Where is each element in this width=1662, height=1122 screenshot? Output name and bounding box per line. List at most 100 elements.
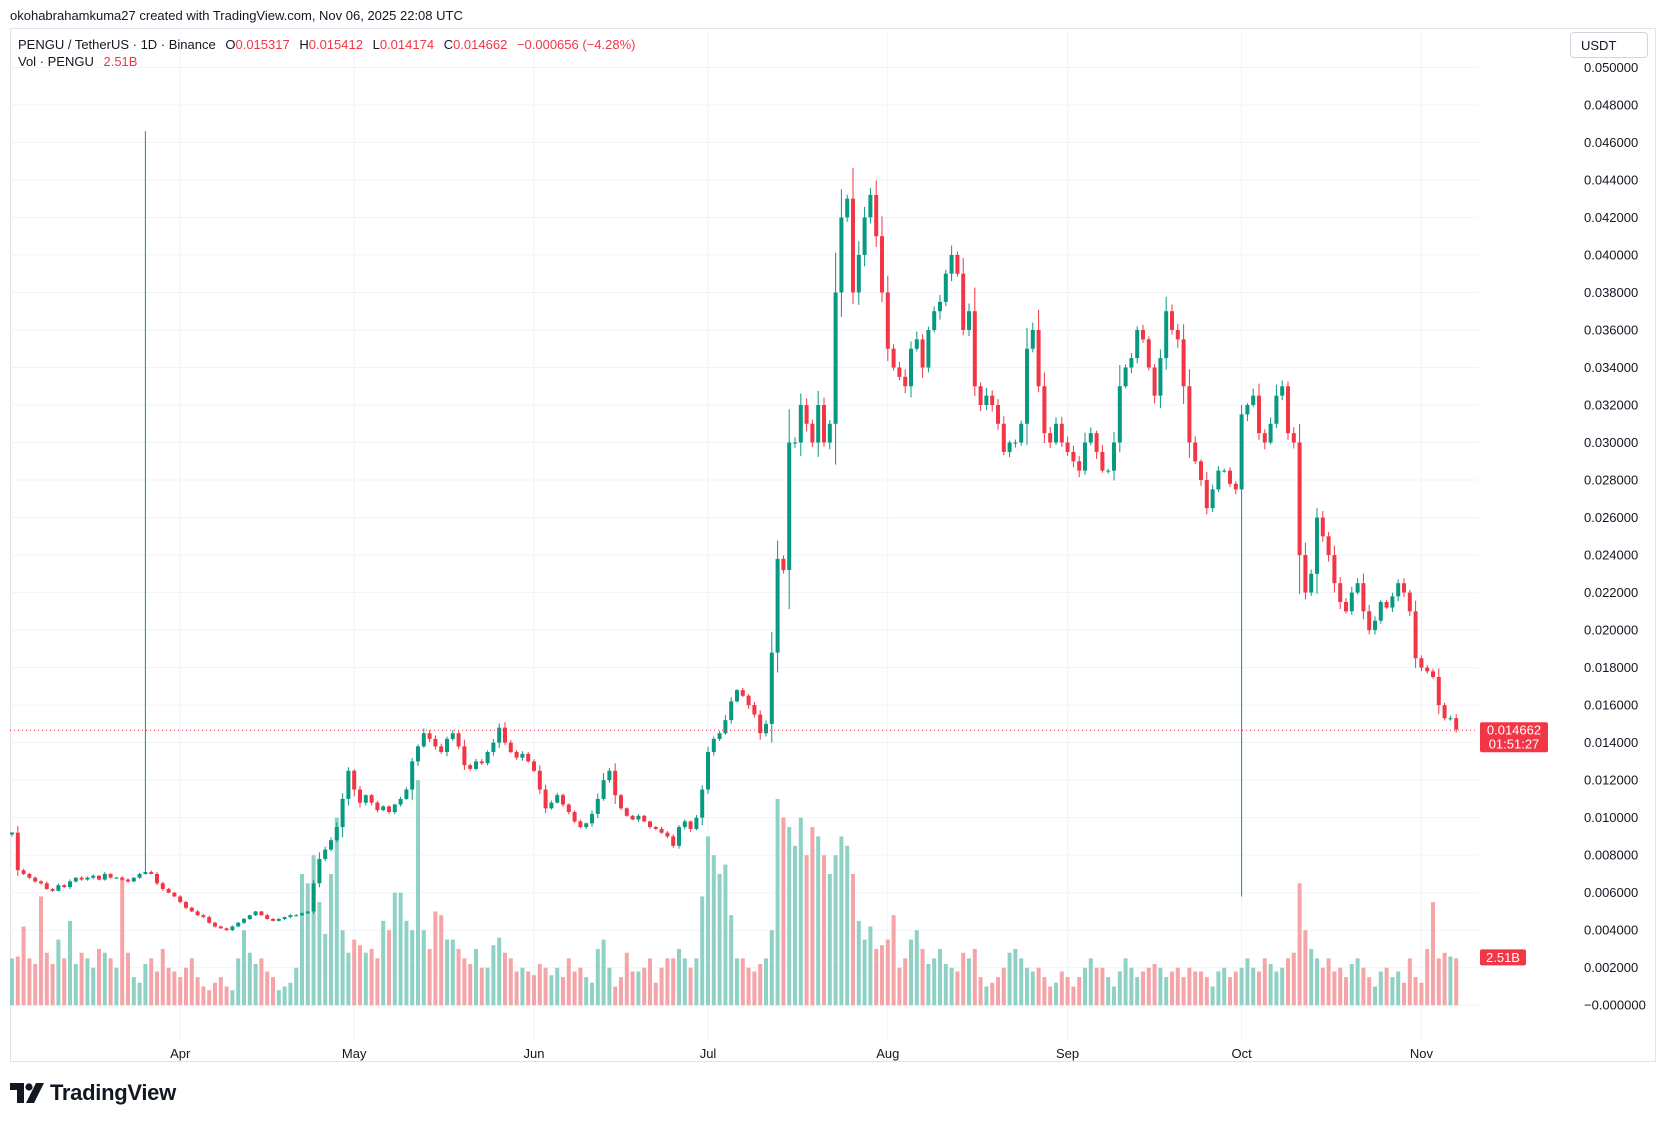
symbol-label[interactable]: PENGU / TetherUS · 1D · Binance [18,37,216,52]
candle-body [1222,470,1227,472]
candle-body [1396,583,1401,597]
volume-bar [903,958,908,1006]
candle-body [166,888,171,893]
candle-body [1025,348,1029,424]
volume-bar [503,952,507,1006]
volume-bar [404,920,409,1006]
volume-bar [526,971,531,1006]
volume-bar [1454,958,1459,1006]
volume-label[interactable]: Vol · PENGU [18,54,94,69]
candle-body [178,896,183,903]
candle-body [1065,442,1070,452]
volume-bar [305,883,310,1006]
candle-body [926,329,931,368]
volume-bar [613,986,618,1006]
candle-body [1413,611,1418,659]
x-tick-label: Nov [1410,1046,1434,1061]
candle-body [462,746,467,766]
candle-body [961,273,966,330]
candle-body [491,742,496,753]
close-label: C [443,37,454,52]
volume-bar [120,877,125,1006]
candle-body [213,922,217,927]
volume-bar [816,836,821,1006]
volume-bar [1303,930,1308,1006]
candle-body [1280,386,1285,396]
candle-body [474,761,478,769]
volume-bar [787,827,792,1006]
y-tick-label: 0.038000 [1584,285,1638,300]
candle-body [752,705,757,715]
candle-body [856,254,861,293]
candle-body [102,873,107,880]
candle-body [932,311,937,330]
candle-body [1338,583,1343,602]
volume-bar [433,911,438,1006]
volume-bar [346,952,351,1006]
volume-bar [155,971,159,1006]
candle-body [1106,470,1111,472]
volume-bar [1013,948,1018,1006]
volume-bar [1112,986,1116,1006]
y-tick-label: 0.034000 [1584,360,1638,375]
candle-body [1384,601,1389,608]
volume-bar [1083,967,1087,1006]
candle-body [195,911,200,916]
candle-body [358,789,362,803]
candle-body [566,804,571,813]
candle-body [1193,442,1198,462]
volume-bar [1181,977,1186,1006]
volume-bar [671,958,676,1006]
candle-body [630,815,635,820]
time-axis: Apr May Jun Jul Aug Sep Oct Nov [170,1046,1433,1061]
candle-body [648,821,652,828]
candle-body [1390,596,1395,608]
volume-bar [1094,967,1099,1006]
candle-body [1309,573,1314,593]
candle-body [126,879,130,882]
volume-bar [1413,977,1418,1006]
volume-bar [485,967,490,1006]
candle-body [282,917,287,919]
candle-body [914,339,919,349]
candle-body [1355,583,1360,593]
candle-body [642,815,647,822]
volume-bar [253,963,258,1006]
candle-body [114,877,119,879]
candle-body [27,873,32,878]
volume-tag-label: 2.51B [1486,950,1520,965]
volume-bar [868,926,873,1006]
candle-body [1030,329,1035,349]
volume-bar [1436,958,1441,1006]
volume-bar [636,971,641,1006]
volume-bar [682,958,687,1006]
y-tick-label: 0.022000 [1584,585,1638,600]
candle-body [427,733,432,739]
tradingview-brand[interactable]: TradingView [10,1080,176,1106]
currency-button[interactable]: USDT [1570,32,1648,58]
volume-bar [555,967,560,1006]
volume-bar [729,915,734,1006]
candle-body [398,798,403,805]
candle-body [665,832,670,837]
volume-bar [1419,982,1424,1006]
volume-bar [798,817,803,1006]
volume-bar [288,982,293,1006]
volume-bar [711,855,716,1006]
volume-bar [508,958,513,1006]
candle-body [787,442,792,571]
volume-bar [1025,967,1029,1006]
volume-bar [39,896,43,1006]
volume-bar [694,958,699,1006]
volume-bar [648,958,652,1006]
volume-bar [590,982,594,1006]
candle-body [1100,451,1105,471]
candle-body [230,926,235,931]
candle-body [300,913,304,916]
candle-body [97,875,101,880]
candle-body [247,915,252,919]
candle-body [1146,339,1151,368]
candle-body [520,753,525,758]
candle-body [468,765,473,769]
